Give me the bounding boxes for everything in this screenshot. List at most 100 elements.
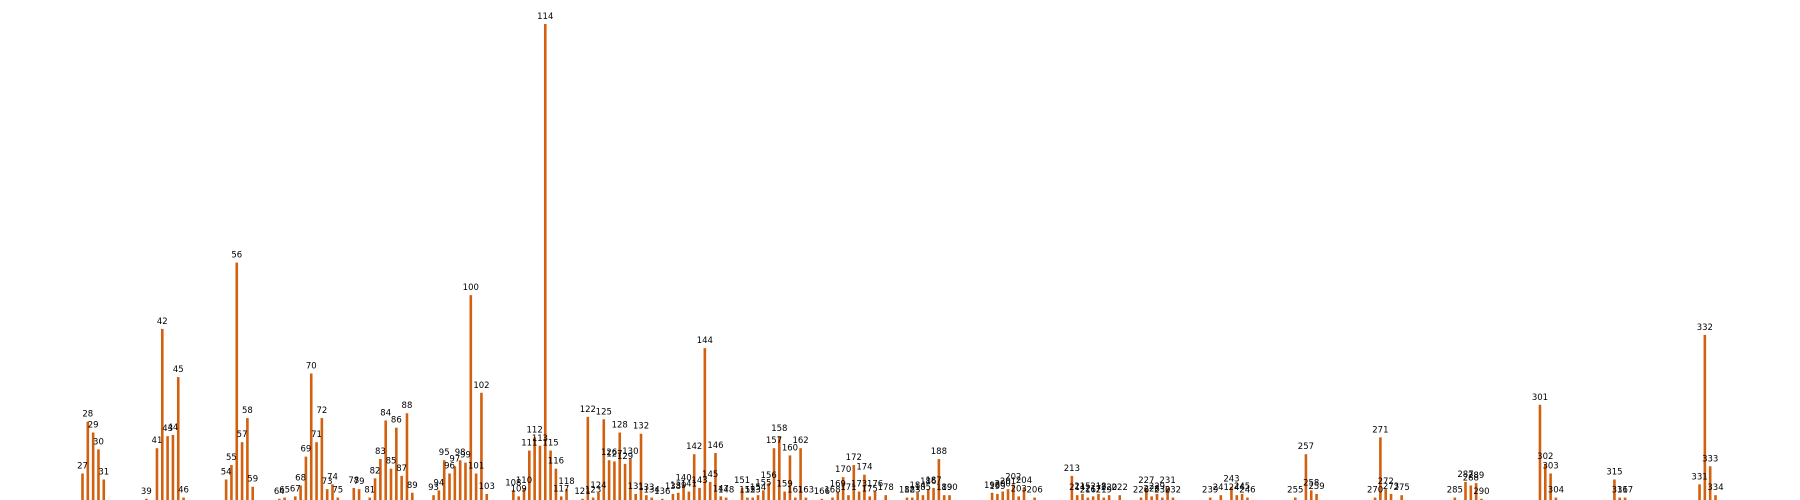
bar [618,432,622,500]
bar [703,348,707,500]
bar [1006,489,1010,500]
bar-value-label: 289 [1468,471,1484,481]
bar [442,460,446,500]
bar-value-label: 30 [93,437,104,447]
bar-value-label: 94 [433,478,444,488]
bar-value-label: 270 [1367,486,1383,496]
bar [1400,495,1403,500]
bar-value-label: 245 [1234,482,1250,492]
bar [778,436,781,500]
bar-value-label: 203 [1011,484,1027,494]
bar-value-label: 141 [681,480,697,490]
bar-value-label: 73 [322,477,333,487]
bar-value-label: 109 [511,484,527,494]
bar-value-label: 148 [718,486,734,496]
bar [437,490,441,500]
bar-value-label: 171 [840,483,856,493]
bar-value-label: 153 [745,486,761,496]
bar-value-label: 46 [178,486,189,496]
bar [1155,493,1159,500]
bar [607,460,611,500]
bar [948,495,951,500]
bar-value-label: 198 [984,481,1000,491]
bar-value-label: 65 [279,486,290,496]
bar [97,449,100,500]
bar-value-label: 182 [899,486,915,496]
bar [1714,495,1717,500]
bar-value-label: 155 [755,478,771,488]
bar [873,491,877,500]
bar-value-label: 126 [601,448,617,458]
bar [400,475,403,500]
bar-value-label: 85 [386,457,397,467]
bar [921,495,925,500]
bar-value-label: 99 [460,451,471,461]
bar [1543,463,1547,500]
bar [522,487,526,500]
bar-value-label: 222 [1112,483,1128,493]
bar [804,497,808,500]
bar-value-label: 259 [1308,482,1324,492]
bar-value-label: 217 [1085,484,1101,494]
bar [246,418,249,500]
bar-value-label: 304 [1548,486,1564,496]
bar-value-label: 255 [1287,486,1303,496]
bar [1240,493,1244,500]
bar-value-label: 82 [370,466,381,476]
bar-value-label: 79 [354,477,365,487]
bar-value-label: 68 [295,474,306,484]
bar [155,448,159,500]
bar-value-label: 114 [537,12,553,22]
bar [160,328,164,500]
bar-value-label: 87 [396,464,407,474]
bar [1145,487,1148,500]
bar [926,489,930,500]
bar [240,442,244,500]
bar-value-label: 244 [1229,483,1245,493]
bar-value-label: 332 [1697,323,1713,333]
bar [373,478,377,500]
bar [1161,497,1164,500]
bar [230,465,233,500]
bar-value-label: 102 [473,381,489,391]
bar-value-label: 146 [707,441,723,451]
bar-value-label: 185 [915,483,931,493]
bar [1208,497,1212,500]
bar-value-label: 97 [449,454,460,464]
bar [1171,497,1175,500]
bar-value-label: 152 [739,486,755,496]
bar-value-label: 239 [1202,486,1218,496]
bar [1033,497,1036,500]
bar-value-label: 72 [316,406,327,416]
bar [1166,487,1169,500]
bar [687,491,691,500]
bar-value-label: 58 [242,406,253,416]
bar-value-label: 147 [713,484,729,494]
bar [171,434,175,500]
bar-value-label: 199 [989,482,1005,492]
bar [293,496,297,500]
bar-value-label: 189 [936,483,952,493]
bar [857,491,861,500]
bar [224,479,228,500]
bar-value-label: 133 [638,483,654,493]
bar [1379,437,1382,500]
bar-value-label: 84 [380,408,391,418]
bar-value-label: 144 [697,336,713,346]
bar [1022,487,1026,500]
bar [1698,484,1701,500]
bar-value-label: 331 [1691,472,1707,482]
bar [868,496,872,500]
bar-value-label: 173 [851,480,867,490]
bar [352,487,356,500]
bar [708,481,712,500]
bar [762,490,765,500]
bar [331,484,334,500]
bar [682,485,685,500]
bar [389,468,393,500]
bar [1075,495,1079,500]
bar-value-label: 134 [644,486,660,496]
bar-value-label: 201 [1000,477,1016,487]
bar [464,462,467,500]
bar-value-label: 130 [622,447,638,457]
